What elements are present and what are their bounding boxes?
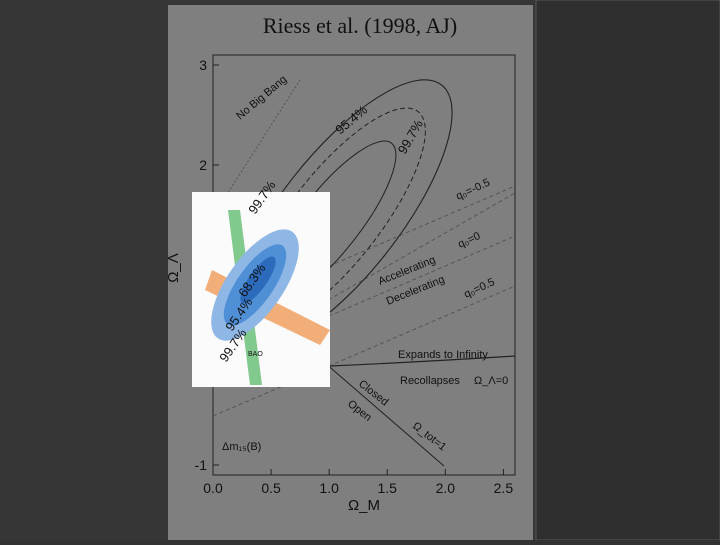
y-axis-label: Ω_Λ	[165, 253, 182, 283]
inset-label: BAO	[248, 351, 263, 358]
right-panel	[535, 0, 720, 541]
x-tick-label: 2.0	[436, 480, 456, 496]
x-tick-label: 1.5	[377, 480, 397, 496]
inset-contour	[240, 256, 276, 304]
annotation: Expands to Infinity	[398, 349, 488, 361]
annotation: Ω_Λ=0	[474, 375, 508, 387]
chart-title: Riess et al. (1998, AJ)	[263, 13, 457, 38]
annotation: Recollapses	[400, 375, 460, 387]
ticks: 0.00.51.01.52.02.53210-1	[195, 57, 514, 496]
inset: 99.7% 68.3% 95.4% 99.7% BAO	[192, 178, 330, 387]
y-tick-label: 2	[199, 157, 207, 173]
x-tick-label: 0.0	[203, 480, 223, 496]
x-tick-label: 0.5	[261, 480, 281, 496]
y-tick-label: -1	[195, 457, 208, 473]
x-tick-label: 1.0	[319, 480, 339, 496]
annotation: Δm₁₅(B)	[222, 441, 261, 453]
x-tick-label: 2.5	[494, 480, 514, 496]
x-axis-label: Ω_M	[348, 497, 380, 514]
y-tick-label: 3	[199, 57, 207, 73]
